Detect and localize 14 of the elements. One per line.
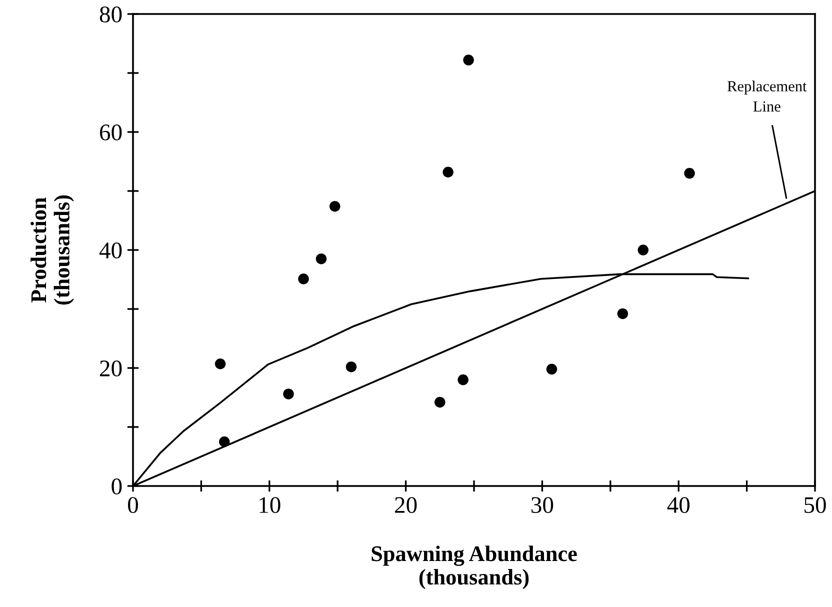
x-tick-label: 10 <box>260 497 280 514</box>
y-tick-label: 40 <box>99 242 122 258</box>
x-tick-label: 20 <box>395 497 417 514</box>
x-tick-label: 0 <box>128 497 138 514</box>
x-axis-title: Spawning Abundance (thousands) <box>372 546 577 590</box>
annotation: Replacement Line <box>727 80 807 112</box>
x-tick-label: 30 <box>532 497 554 514</box>
y-tick-label: 80 <box>100 6 122 22</box>
y-axis-title: Production (thousands) <box>30 195 74 305</box>
x-tick-label: 50 <box>804 497 826 514</box>
x-tick-label: 40 <box>667 497 690 514</box>
y-tick-label: 20 <box>100 360 122 376</box>
y-tick-label: 60 <box>100 124 122 140</box>
y-tick-label: 0 <box>112 478 122 494</box>
